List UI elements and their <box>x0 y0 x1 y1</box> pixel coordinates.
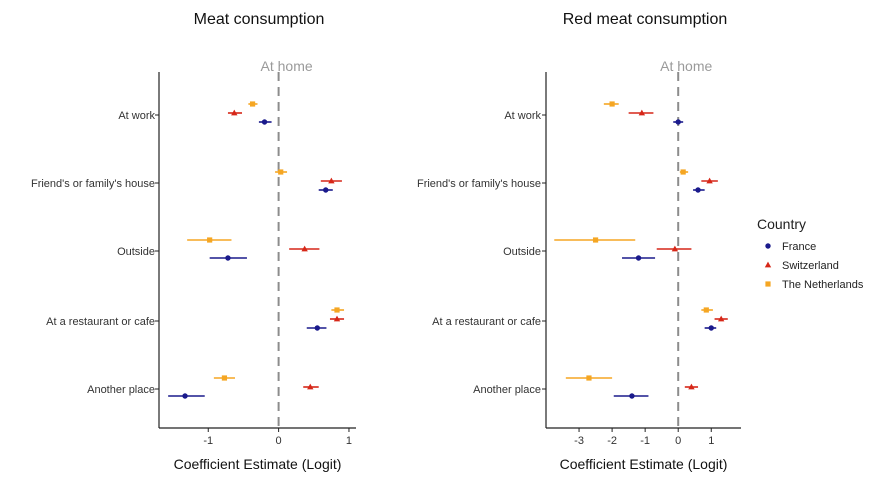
series-france <box>613 119 717 399</box>
data-point <box>706 177 713 184</box>
data-point <box>261 119 268 125</box>
x-tick-label: 1 <box>708 435 714 447</box>
data-point <box>225 255 231 261</box>
data-point <box>221 375 228 381</box>
data-point <box>333 315 341 322</box>
legend-item-netherlands: The Netherlands <box>765 279 864 291</box>
data-point <box>671 245 679 252</box>
data-point <box>609 101 615 107</box>
series-the-netherlands <box>554 101 713 381</box>
series-france <box>168 119 333 399</box>
x-tick-label: 1 <box>346 435 352 447</box>
data-point <box>635 255 642 261</box>
chart-title: Meat consumption <box>194 11 325 28</box>
series-switzerland <box>227 109 345 390</box>
data-point <box>629 393 635 399</box>
data-point <box>278 169 284 175</box>
y-tick-label: At a restaurant or cafe <box>46 316 155 328</box>
panel-meat-consumption: Meat consumption At home -1 0 1 Coefficient E… <box>31 11 356 472</box>
data-point <box>334 307 340 313</box>
data-point <box>586 375 592 381</box>
y-tick-label: At a restaurant or cafe <box>432 316 541 328</box>
legend-marker-shape <box>764 261 772 268</box>
series-switzerland <box>628 109 728 390</box>
y-tick-label: Friend's or family's house <box>417 178 541 190</box>
y-tick-label: Outside <box>503 246 541 258</box>
data-point <box>703 307 709 313</box>
legend-title: Country <box>757 216 806 232</box>
y-tick-label: Another place <box>87 384 155 396</box>
data-point <box>323 187 329 193</box>
legend-label-switzerland: Switzerland <box>782 260 839 272</box>
data-point <box>675 119 681 125</box>
data-point <box>328 177 335 184</box>
legend-marker-switzerland <box>764 261 772 268</box>
data-point <box>314 325 321 331</box>
data-point <box>592 237 599 243</box>
reference-line-label: At home <box>261 58 313 74</box>
y-tick-label: Another place <box>473 384 541 396</box>
legend: Country France Switzerland The Netherlan… <box>757 216 864 291</box>
x-tick-label: -1 <box>640 435 650 447</box>
data-point <box>307 383 314 390</box>
data-point <box>231 109 238 116</box>
series-the-netherlands <box>187 101 345 381</box>
chart-title: Red meat consumption <box>563 11 728 28</box>
legend-label-netherlands: The Netherlands <box>782 279 864 291</box>
data-point <box>301 245 308 252</box>
x-tick-label: 0 <box>675 435 681 447</box>
y-tick-label: At work <box>504 110 541 122</box>
x-tick-label: 0 <box>276 435 282 447</box>
x-axis-label: Coefficient Estimate (Logit) <box>560 456 728 472</box>
data-point <box>695 187 701 193</box>
legend-marker-shape <box>765 281 771 287</box>
data-point <box>182 393 188 399</box>
x-axis-label: Coefficient Estimate (Logit) <box>174 456 342 472</box>
data-point <box>708 325 714 331</box>
data-point <box>680 169 686 175</box>
legend-item-switzerland: Switzerland <box>764 260 839 272</box>
panel-red-meat-consumption: Red meat consumption At home -3 -2 -1 0 1 Coeff… <box>417 11 741 472</box>
x-tick-label: -3 <box>574 435 584 447</box>
legend-item-france: France <box>765 241 816 253</box>
legend-marker-france <box>765 243 771 249</box>
y-tick-label: Friend's or family's house <box>31 178 155 190</box>
x-tick-label: -1 <box>203 435 213 447</box>
legend-marker-shape <box>765 243 771 249</box>
y-tick-label: At work <box>118 110 155 122</box>
reference-line-label: At home <box>660 58 712 74</box>
data-point <box>688 383 695 390</box>
x-tick-label: -2 <box>607 435 617 447</box>
legend-marker-netherlands <box>765 281 771 287</box>
data-point <box>249 101 256 107</box>
y-tick-label: Outside <box>117 246 155 258</box>
data-point <box>638 109 646 116</box>
legend-label-france: France <box>782 241 816 253</box>
data-point <box>717 315 725 322</box>
data-point <box>207 237 213 243</box>
